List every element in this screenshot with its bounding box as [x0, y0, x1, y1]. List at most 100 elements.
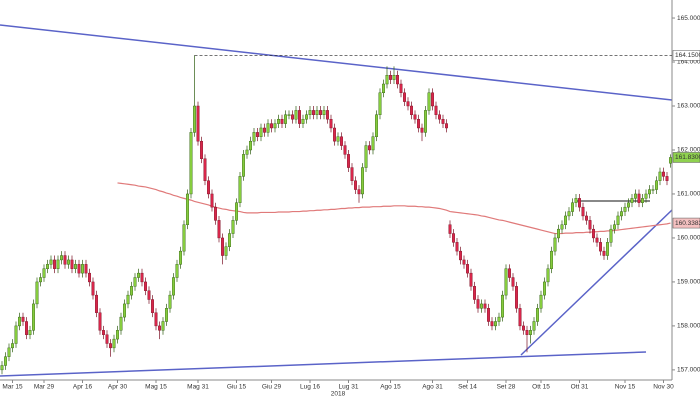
candle-body	[424, 110, 428, 133]
candle-body	[87, 272, 91, 283]
candle-body	[627, 202, 631, 208]
x-tick-label: Set 28	[497, 384, 516, 391]
candle-body	[431, 92, 435, 107]
candle-body	[294, 110, 298, 120]
candle-body	[452, 233, 456, 243]
candle-body	[154, 312, 158, 327]
candle-body	[298, 110, 302, 124]
candle-body	[532, 321, 536, 331]
trendline	[520, 209, 673, 356]
candle-body	[378, 92, 382, 115]
y-tick-label: 161.0000	[677, 191, 700, 198]
candle-body	[35, 281, 39, 305]
candle-body	[245, 149, 249, 155]
candle-body	[0, 365, 4, 371]
candle-body	[175, 264, 179, 278]
candle-body	[476, 299, 480, 309]
candle-body	[364, 145, 368, 168]
x-tick-label: Nov 30	[653, 384, 674, 391]
candle-body	[490, 321, 494, 327]
candle-body	[80, 264, 84, 274]
candle-body	[602, 250, 606, 256]
candle-body	[445, 123, 449, 129]
candle-body	[637, 193, 641, 203]
y-tick-label: 157.0000	[677, 367, 700, 374]
candle-body	[10, 343, 14, 349]
candle-body	[630, 198, 634, 203]
x-tick-label: Lug 31	[339, 384, 359, 391]
candle-body	[543, 281, 547, 296]
candle-body	[241, 154, 245, 177]
candle-body	[25, 321, 29, 335]
candle-body	[192, 105, 196, 133]
candle-body	[623, 206, 627, 212]
candle-body	[147, 290, 151, 300]
candle-body	[210, 193, 214, 208]
candle-body	[581, 206, 585, 217]
candle-body	[361, 167, 365, 195]
candle-body	[455, 242, 459, 252]
candle-body	[564, 215, 568, 225]
candle-body	[46, 264, 50, 269]
candle-body	[164, 308, 168, 322]
candle-body	[567, 211, 571, 217]
candle-body	[259, 127, 263, 137]
candle-body	[108, 343, 112, 349]
candle-body	[357, 189, 361, 195]
y-tick-label: 164.0000	[677, 59, 700, 66]
candle-body	[252, 132, 256, 142]
candle-body	[168, 294, 172, 309]
candle-body	[385, 75, 389, 85]
candle-body	[560, 224, 564, 230]
price-label-box	[672, 152, 700, 163]
x-tick-label: Ott 15	[532, 384, 550, 391]
candle-body	[231, 220, 235, 234]
candle-body	[206, 180, 210, 195]
candle-body	[382, 83, 386, 94]
candle-body	[333, 127, 337, 142]
candle-body	[312, 110, 316, 115]
candle-body	[182, 224, 186, 252]
price-label: 160.3383	[675, 220, 700, 227]
candle-body	[588, 220, 592, 230]
candle-body	[326, 110, 330, 120]
candle-body	[32, 303, 36, 331]
candle-body	[585, 215, 589, 221]
candle-body	[494, 321, 498, 327]
candle-body	[63, 255, 67, 265]
candle-body	[525, 330, 529, 335]
candle-body	[487, 308, 491, 322]
candle-body	[7, 347, 11, 357]
candle-body	[343, 145, 347, 155]
candle-body	[399, 83, 403, 94]
candle-body	[94, 294, 98, 313]
candle-body	[658, 171, 662, 181]
price-label: 164.1500	[675, 52, 700, 59]
candle-body	[480, 303, 484, 309]
candle-body	[466, 264, 470, 274]
candle-body	[518, 308, 522, 327]
candle-body	[101, 330, 105, 335]
candle-body	[483, 303, 487, 309]
candle-body	[599, 242, 603, 252]
x-tick-label: Mag 15	[145, 384, 167, 391]
candles	[0, 55, 673, 375]
candle-body	[606, 242, 610, 256]
candle-body	[459, 250, 463, 261]
candle-body	[199, 140, 203, 159]
candle-body	[616, 215, 620, 225]
candle-body	[73, 264, 77, 269]
x-tick-label: Lug 16	[300, 384, 320, 391]
candle-body	[448, 224, 452, 234]
price-label-box	[672, 50, 700, 61]
candle-body	[56, 259, 60, 269]
candle-body	[98, 312, 102, 331]
candle-body	[161, 321, 165, 331]
y-tick-label: 165.0000	[677, 15, 700, 22]
candle-body	[511, 277, 515, 287]
candle-body	[595, 237, 599, 243]
candle-body	[178, 250, 182, 265]
candle-body	[613, 224, 617, 230]
candle-body	[213, 206, 217, 221]
y-tick-label: 158.0000	[677, 323, 700, 330]
